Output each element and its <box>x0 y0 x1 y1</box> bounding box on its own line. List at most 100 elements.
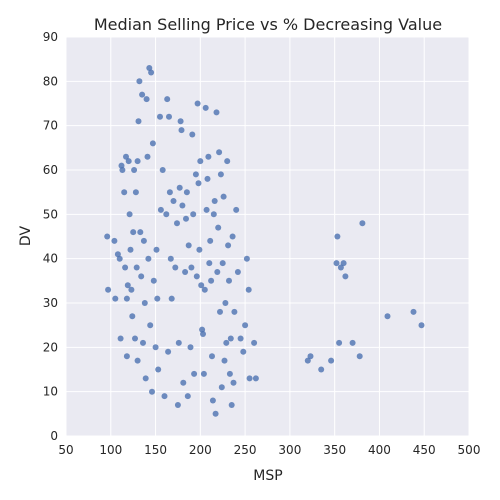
scatter-point <box>155 366 162 373</box>
scatter-point <box>114 251 121 258</box>
y-axis-label: DV <box>18 226 34 247</box>
scatter-point <box>144 153 151 160</box>
scatter-point <box>195 180 202 187</box>
scatter-point <box>207 237 214 244</box>
scatter-point <box>410 308 417 315</box>
scatter-point <box>172 264 179 271</box>
scatter-point <box>349 339 356 346</box>
scatter-point <box>209 397 216 404</box>
scatter-point <box>146 65 153 71</box>
scatter-point <box>123 353 130 360</box>
scatter-point <box>202 104 209 111</box>
scatter-point <box>221 357 228 364</box>
scatter-point <box>177 118 184 125</box>
scatter-point <box>183 215 189 222</box>
scatter-point <box>231 308 238 315</box>
scatter-point <box>219 260 226 267</box>
scatter-point <box>227 335 234 342</box>
scatter-point <box>243 255 250 262</box>
scatter-point <box>150 277 157 284</box>
scatter-point <box>154 295 161 302</box>
y-tick-label: 80 <box>43 74 58 88</box>
scatter-point <box>230 379 237 386</box>
scatter-point <box>185 242 192 249</box>
scatter-point <box>200 331 206 337</box>
scatter-point <box>206 260 213 267</box>
scatter-point <box>180 379 187 386</box>
x-tick-label: 250 <box>234 443 257 457</box>
scatter-point <box>134 357 141 364</box>
x-tick-label: 400 <box>368 443 391 457</box>
scatter-point <box>131 167 138 173</box>
scatter-point <box>242 322 249 329</box>
scatter-point <box>148 69 155 76</box>
scatter-point <box>252 375 259 382</box>
scatter-point <box>157 206 164 213</box>
scatter-point <box>129 313 136 320</box>
x-tick-label: 200 <box>189 443 212 457</box>
scatter-point <box>384 313 391 320</box>
scatter-point <box>152 344 159 351</box>
scatter-point <box>342 273 349 280</box>
scatter-point <box>182 269 189 275</box>
data-points <box>104 65 425 417</box>
scatter-point <box>333 260 340 267</box>
scatter-point <box>208 277 215 284</box>
scatter-point <box>179 202 186 209</box>
scatter-point <box>112 295 119 302</box>
x-tick-label: 100 <box>99 443 122 457</box>
scatter-point <box>167 255 174 262</box>
scatter-point <box>340 260 347 267</box>
y-tick-label: 70 <box>43 119 58 133</box>
scatter-point <box>134 158 141 165</box>
scatter-point <box>215 224 222 231</box>
scatter-point <box>203 206 210 213</box>
scatter-point <box>213 109 220 116</box>
scatter-point <box>137 229 144 236</box>
scatter-point <box>121 189 128 196</box>
scatter-point <box>205 153 212 160</box>
scatter-point <box>123 153 129 160</box>
x-axis-ticks: 50 100 150 200 250 300 350 400 450 500 <box>58 443 480 457</box>
scatter-point <box>216 149 223 156</box>
scatter-point <box>124 282 131 289</box>
scatter-point <box>233 206 240 213</box>
scatter-point <box>147 322 154 329</box>
scatter-point <box>116 255 123 262</box>
x-tick-label: 500 <box>458 443 481 457</box>
scatter-point <box>214 269 221 275</box>
scatter-point <box>328 357 335 364</box>
scatter-point <box>157 113 163 120</box>
scatter-point <box>183 189 190 196</box>
scatter-point <box>111 237 118 244</box>
scatter-point <box>225 242 232 249</box>
scatter-point <box>145 255 152 262</box>
scatter-point <box>174 220 180 227</box>
scatter-point <box>127 246 134 253</box>
scatter-point <box>136 78 143 85</box>
scatter-point <box>210 211 217 218</box>
scatter-point <box>194 100 201 107</box>
scatter-point <box>153 246 160 253</box>
scatter-point <box>197 158 204 165</box>
y-tick-label: 60 <box>43 163 58 177</box>
scatter-point <box>200 370 207 377</box>
scatter-point <box>126 211 133 218</box>
scatter-point <box>140 339 146 346</box>
scatter-point <box>132 335 138 342</box>
scatter-point <box>304 357 311 364</box>
scatter-point <box>164 96 171 103</box>
scatter-point <box>161 393 168 400</box>
scatter-point <box>188 264 195 271</box>
scatter-point <box>104 233 111 240</box>
scatter-point <box>119 167 126 173</box>
scatter-point <box>209 353 215 360</box>
scatter-point <box>224 158 231 165</box>
scatter-point <box>201 286 208 293</box>
scatter-point <box>168 295 175 302</box>
scatter-point <box>178 127 185 134</box>
scatter-point <box>141 300 148 306</box>
scatter-point <box>190 211 197 218</box>
scatter-point <box>184 393 191 400</box>
scatter-point <box>222 300 229 306</box>
